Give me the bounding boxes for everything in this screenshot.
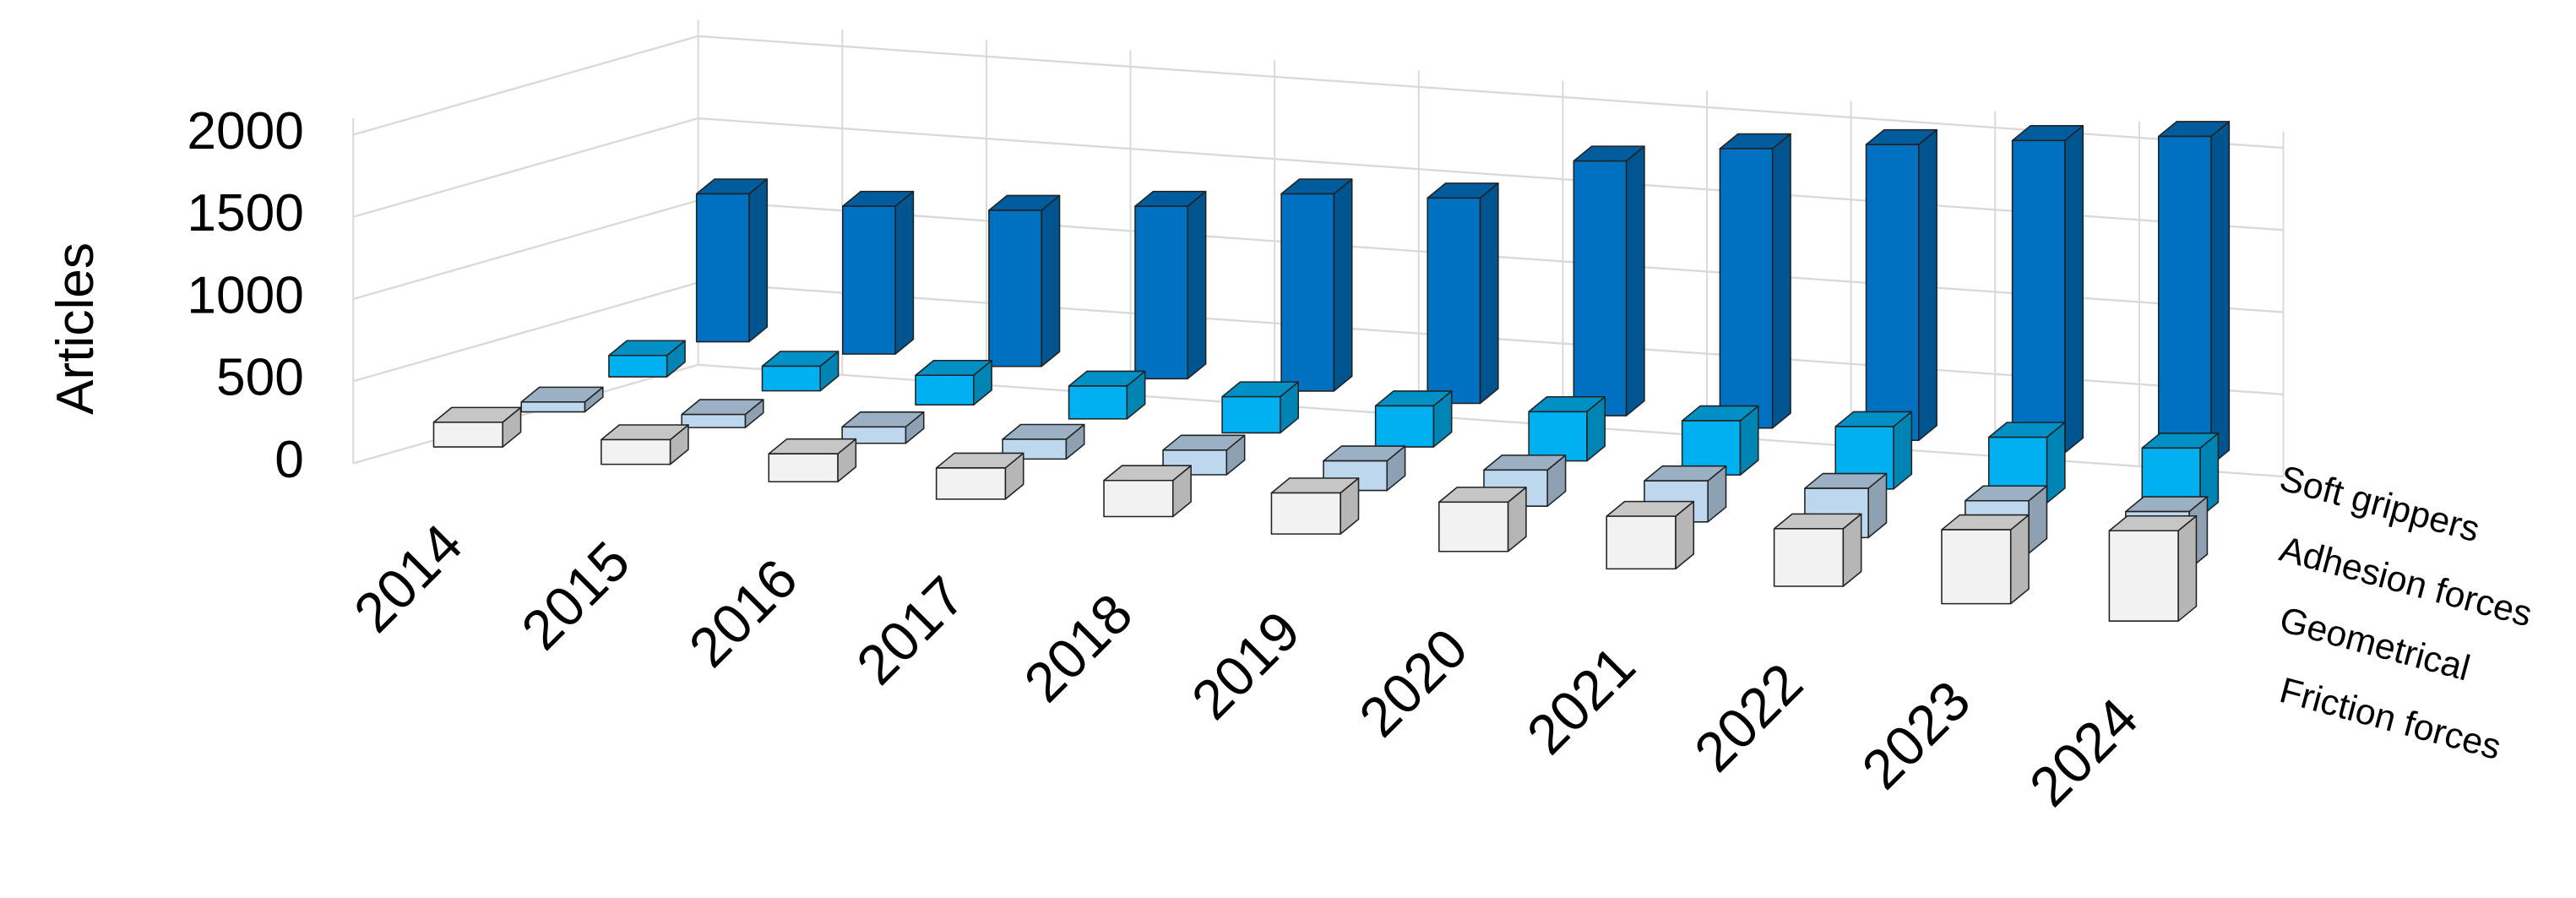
x-tick-label: 2015 <box>510 530 642 661</box>
x-tick-label: 2014 <box>342 513 474 645</box>
bar <box>1773 528 1845 587</box>
y-tick-label: 500 <box>216 349 304 407</box>
bar-side <box>1771 133 1791 429</box>
x-tick-label: 2023 <box>1850 669 1982 801</box>
bar-side <box>1625 145 1645 416</box>
x-tick-label: 2017 <box>845 564 977 696</box>
y-tick-label: 1500 <box>187 184 303 242</box>
bar-side <box>1041 194 1061 367</box>
bar <box>935 467 1007 500</box>
bar-side <box>894 190 915 355</box>
bar <box>1941 529 2012 605</box>
y-axis-label: Articles <box>46 242 105 415</box>
legend-label: Friction forces <box>2275 670 2505 768</box>
bar <box>1865 144 1920 442</box>
x-tick-label: 2021 <box>1515 634 1647 766</box>
bar-side <box>1917 128 1937 442</box>
bar <box>432 422 503 448</box>
bar <box>1270 492 1341 535</box>
bar <box>1068 385 1128 420</box>
bar-side <box>2064 125 2084 454</box>
bar <box>601 438 671 465</box>
bar-side <box>1333 178 1353 392</box>
bar <box>2011 139 2066 454</box>
bar <box>608 354 668 378</box>
bar <box>1438 501 1509 552</box>
bar <box>1719 148 1774 429</box>
bar <box>1573 160 1628 416</box>
x-tick-label: 2018 <box>1013 582 1144 714</box>
bar-side <box>2210 121 2231 466</box>
x-tick-label: 2019 <box>1180 600 1312 732</box>
bar-side <box>1187 190 1207 380</box>
x-tick-label: 2016 <box>677 547 809 679</box>
bar <box>842 205 896 355</box>
bar <box>1528 411 1588 462</box>
bar <box>1221 395 1281 434</box>
bar <box>2157 135 2212 466</box>
y-tick-label: 2000 <box>187 102 303 161</box>
bar <box>2108 530 2179 622</box>
bar <box>988 210 1042 367</box>
bar-side <box>748 178 769 343</box>
bar <box>520 401 586 413</box>
y-tick-label: 1000 <box>187 266 303 324</box>
x-tick-label: 2022 <box>1682 652 1814 784</box>
bar <box>761 365 821 392</box>
bar <box>1280 193 1335 392</box>
bar <box>1427 197 1481 405</box>
y-tick-label: 0 <box>274 431 304 489</box>
bar <box>1374 405 1435 448</box>
bar <box>768 453 839 483</box>
bar-side <box>1479 182 1499 405</box>
bar <box>915 374 975 406</box>
bar <box>681 413 747 428</box>
bar <box>1134 205 1189 380</box>
bar <box>695 193 750 343</box>
x-tick-label: 2024 <box>2018 687 2149 819</box>
grid-line <box>352 35 2284 150</box>
bar-side <box>2177 514 2198 622</box>
bar <box>1103 479 1174 518</box>
bar <box>1606 515 1677 570</box>
bar <box>841 426 907 444</box>
bar <box>1162 449 1228 476</box>
x-tick-label: 2020 <box>1348 617 1480 748</box>
